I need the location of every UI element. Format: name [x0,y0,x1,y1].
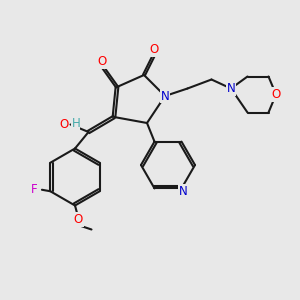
Text: N: N [178,185,188,198]
Text: N: N [160,89,169,103]
Text: O: O [59,118,68,131]
Text: O: O [74,213,82,226]
Text: O: O [150,43,159,56]
Text: N: N [226,82,236,95]
Text: H: H [71,117,80,130]
Text: O: O [98,55,106,68]
Text: F: F [31,183,37,196]
Text: O: O [272,88,280,101]
